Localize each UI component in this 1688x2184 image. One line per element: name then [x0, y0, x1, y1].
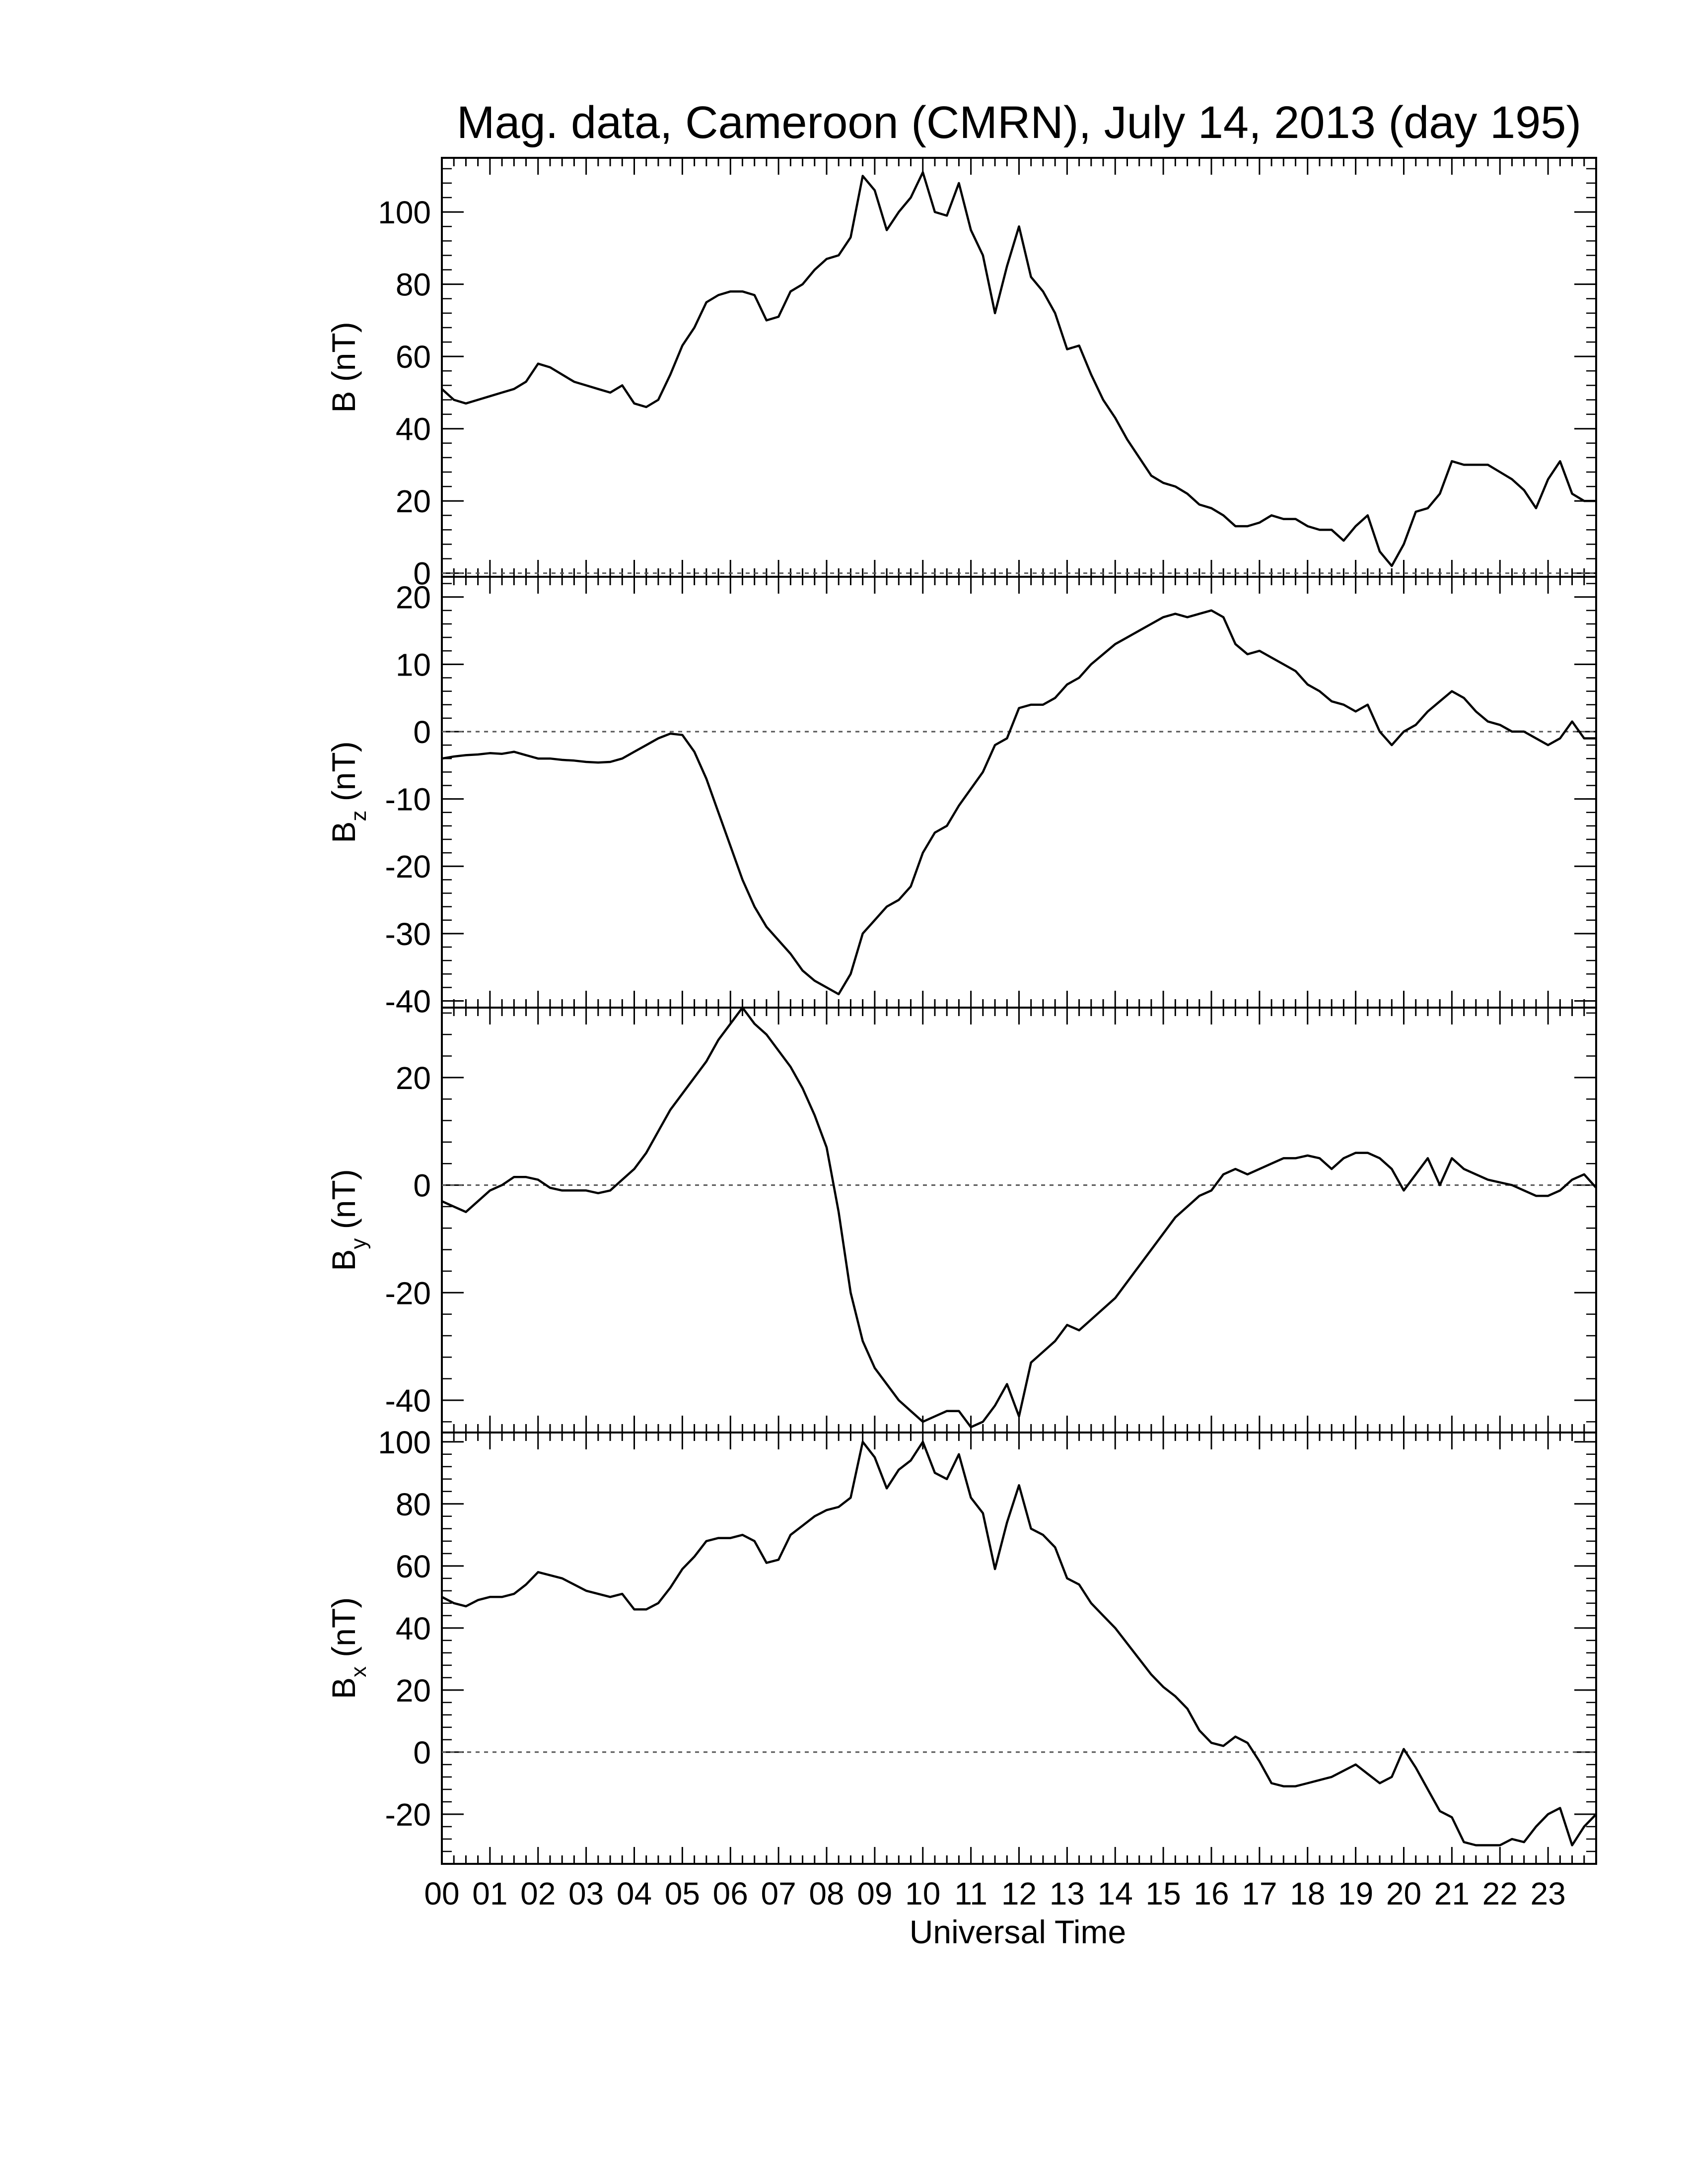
chart-title: Mag. data, Cameroon (CMRN), July 14, 201… — [457, 97, 1581, 148]
panel-frame — [441, 1007, 1597, 1433]
x-tick-label: 04 — [617, 1876, 652, 1911]
y-tick-label: 20 — [396, 483, 431, 519]
y-axis-label: By (nT) — [325, 1169, 371, 1271]
x-tick-labels: 00 01 02 03 04 05 06 07 08 09 10 11 12 13 14 15 16 17 18 19… — [424, 1876, 1565, 1911]
y-tick-label: 0 — [413, 714, 431, 750]
x-tick-label: 18 — [1290, 1876, 1325, 1911]
series-line-by — [441, 1006, 1597, 1429]
x-tick-label: 13 — [1050, 1876, 1085, 1911]
panel-bz: -40 -30 -20 -10 0 10 20 Bz (nT) — [325, 576, 1597, 1019]
x-tick-label: 09 — [857, 1876, 892, 1911]
y-tick-label: 80 — [396, 1487, 431, 1522]
panel-b: 0 20 40 60 80 100 B (nT) — [325, 157, 1597, 592]
series-line-bz — [441, 609, 1596, 996]
y-tick-label: 40 — [396, 411, 431, 447]
y-tick-label: -10 — [385, 782, 431, 818]
x-tick-label: 14 — [1098, 1876, 1133, 1911]
y-tick-label: 20 — [396, 1673, 431, 1708]
y-tick-label: -20 — [385, 849, 431, 885]
x-tick-label: 11 — [954, 1876, 987, 1911]
y-tick-label: 60 — [396, 339, 431, 375]
y-tick-label: 10 — [396, 647, 431, 682]
x-tick-label: 21 — [1434, 1876, 1470, 1911]
x-tick-label: 10 — [905, 1876, 940, 1911]
panel-frame — [441, 1432, 1597, 1865]
y-tick-label: 80 — [396, 267, 431, 303]
y-axis-label: Bz (nT) — [325, 741, 371, 843]
y-tick-label: -40 — [385, 983, 431, 1019]
panel-frame — [441, 576, 1597, 1009]
x-axis-label: Universal Time — [910, 1913, 1126, 1950]
panel-frame — [441, 157, 1597, 578]
x-tick-label: 03 — [568, 1876, 604, 1911]
x-tick-label: 02 — [520, 1876, 556, 1911]
x-tick-label: 23 — [1531, 1876, 1566, 1911]
y-tick-label: 100 — [378, 195, 431, 230]
x-tick-label: 17 — [1242, 1876, 1277, 1911]
y-tick-label: 0 — [413, 1735, 431, 1771]
y-tick-label: 20 — [396, 580, 431, 615]
y-tick-label: 100 — [378, 1425, 431, 1460]
panel-by: -40 -20 0 20 By (nT) — [325, 1006, 1597, 1433]
series-line-b — [441, 171, 1596, 567]
y-tick-label: -20 — [385, 1797, 431, 1833]
x-tick-label: 00 — [424, 1876, 459, 1911]
y-tick-label: 40 — [396, 1611, 431, 1646]
y-tick-label: 60 — [396, 1549, 431, 1584]
x-tick-label: 19 — [1338, 1876, 1373, 1911]
y-tick-label: 20 — [396, 1060, 431, 1096]
y-tick-label: 0 — [413, 556, 431, 592]
series-line-bx — [441, 1440, 1597, 1846]
x-tick-label: 07 — [761, 1876, 796, 1911]
y-tick-label: -30 — [385, 916, 431, 952]
x-tick-label: 22 — [1482, 1876, 1518, 1911]
x-tick-label: 15 — [1146, 1876, 1181, 1911]
y-axis-label: B (nT) — [325, 322, 362, 412]
x-tick-label: 12 — [1001, 1876, 1037, 1911]
y-tick-label: -20 — [385, 1275, 431, 1311]
x-tick-label: 20 — [1386, 1876, 1421, 1911]
y-tick-label: -40 — [385, 1383, 431, 1419]
x-tick-label: 06 — [713, 1876, 748, 1911]
y-tick-label: 0 — [413, 1168, 431, 1204]
x-tick-label: 16 — [1194, 1876, 1229, 1911]
x-tick-label: 08 — [809, 1876, 844, 1911]
x-tick-label: 01 — [472, 1876, 507, 1911]
panel-bx: -20 0 20 40 60 80 100 Bx (nT) — [325, 1425, 1597, 1865]
y-axis-label: Bx (nT) — [325, 1597, 371, 1699]
x-tick-label: 05 — [665, 1876, 700, 1911]
